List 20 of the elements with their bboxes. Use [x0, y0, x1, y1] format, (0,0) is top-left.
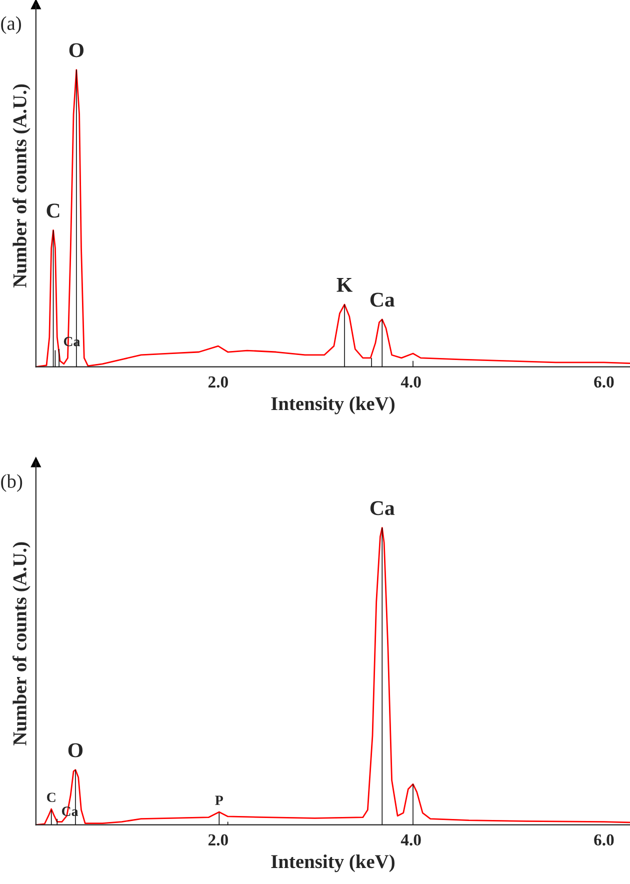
y-axis-title: Number of counts (A.U.)	[12, 542, 30, 746]
annotation: C	[46, 204, 60, 218]
x-tick-label: 4.0	[400, 834, 421, 846]
annotation: K	[336, 278, 352, 292]
x-tick-label: 2.0	[208, 376, 228, 388]
y-axis-title: Number of counts (A.U.)	[12, 84, 30, 288]
x-tick-label: 6.0	[594, 834, 614, 846]
annotation: O	[68, 743, 83, 758]
annotation: P	[215, 796, 223, 805]
annotation: C	[47, 792, 56, 802]
annotation: O	[69, 43, 84, 58]
x-tick-label: 4.0	[400, 376, 421, 388]
annotation: Ca	[370, 292, 395, 307]
x-axis-title: Intensity (keV)	[271, 396, 394, 414]
x-axis-title: Intensity (keV)	[271, 854, 394, 872]
x-tick-label: 2.0	[208, 834, 228, 846]
text: (a)	[1, 16, 21, 34]
annotation: Ca	[370, 501, 395, 516]
x-tick-label: 6.0	[594, 376, 614, 388]
text: (b)	[1, 474, 22, 492]
